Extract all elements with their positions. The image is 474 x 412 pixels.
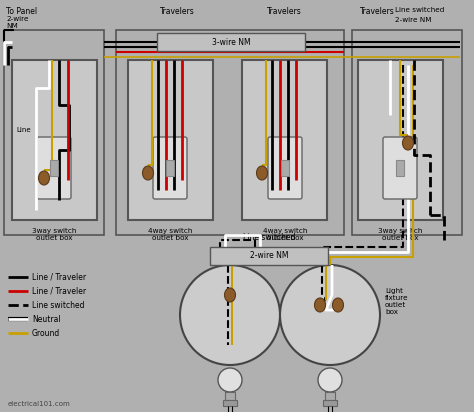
Bar	[225, 392, 235, 400]
Text: 2-wire
NM: 2-wire NM	[6, 16, 28, 29]
Circle shape	[180, 265, 280, 365]
Text: Neutral: Neutral	[32, 314, 61, 323]
Bar	[4, 30, 104, 235]
Bar	[116, 30, 344, 235]
Text: 2-wire NM: 2-wire NM	[250, 251, 288, 260]
Ellipse shape	[143, 166, 154, 180]
Ellipse shape	[332, 298, 344, 312]
Text: Light
fixture
outlet
box: Light fixture outlet box	[385, 288, 409, 315]
Bar	[210, 247, 328, 265]
Bar	[128, 60, 213, 220]
Bar	[325, 392, 335, 400]
Text: Ground: Ground	[32, 328, 60, 337]
Bar	[50, 160, 58, 176]
Text: 3-wire NM: 3-wire NM	[212, 37, 250, 47]
Bar	[396, 160, 404, 176]
Bar	[242, 60, 327, 220]
Bar	[281, 160, 289, 176]
Text: To Panel: To Panel	[6, 7, 37, 16]
Text: Travelers: Travelers	[160, 7, 195, 16]
Text: electrical101.com: electrical101.com	[8, 401, 71, 407]
Bar	[352, 30, 462, 235]
Ellipse shape	[38, 171, 49, 185]
Bar	[12, 60, 97, 220]
FancyBboxPatch shape	[268, 137, 302, 199]
Circle shape	[280, 265, 380, 365]
Circle shape	[318, 368, 342, 392]
FancyBboxPatch shape	[37, 137, 71, 199]
Text: 4way switch
outlet box: 4way switch outlet box	[263, 228, 307, 241]
Text: Travelers: Travelers	[360, 7, 395, 16]
Ellipse shape	[315, 298, 326, 312]
Ellipse shape	[256, 166, 267, 180]
Ellipse shape	[225, 288, 236, 302]
Bar	[166, 160, 174, 176]
Bar	[223, 400, 237, 406]
Text: Line switched: Line switched	[32, 300, 84, 309]
Text: Line / Traveler: Line / Traveler	[32, 272, 86, 281]
Bar	[323, 400, 337, 406]
Text: Travelers: Travelers	[267, 7, 302, 16]
Text: Line: Line	[16, 127, 31, 133]
Circle shape	[218, 368, 242, 392]
FancyBboxPatch shape	[383, 137, 417, 199]
Ellipse shape	[402, 136, 413, 150]
FancyBboxPatch shape	[153, 137, 187, 199]
Text: 4way switch
outlet box: 4way switch outlet box	[148, 228, 192, 241]
Text: Line / Traveler: Line / Traveler	[32, 286, 86, 295]
Text: Line switched: Line switched	[243, 233, 295, 242]
Text: 3way switch
outlet box: 3way switch outlet box	[32, 228, 76, 241]
Bar	[358, 60, 443, 220]
Text: Line switched: Line switched	[395, 7, 444, 13]
Text: 2-wire NM: 2-wire NM	[395, 17, 431, 23]
Text: 3way switch
outlet box: 3way switch outlet box	[378, 228, 422, 241]
Bar	[157, 33, 305, 51]
